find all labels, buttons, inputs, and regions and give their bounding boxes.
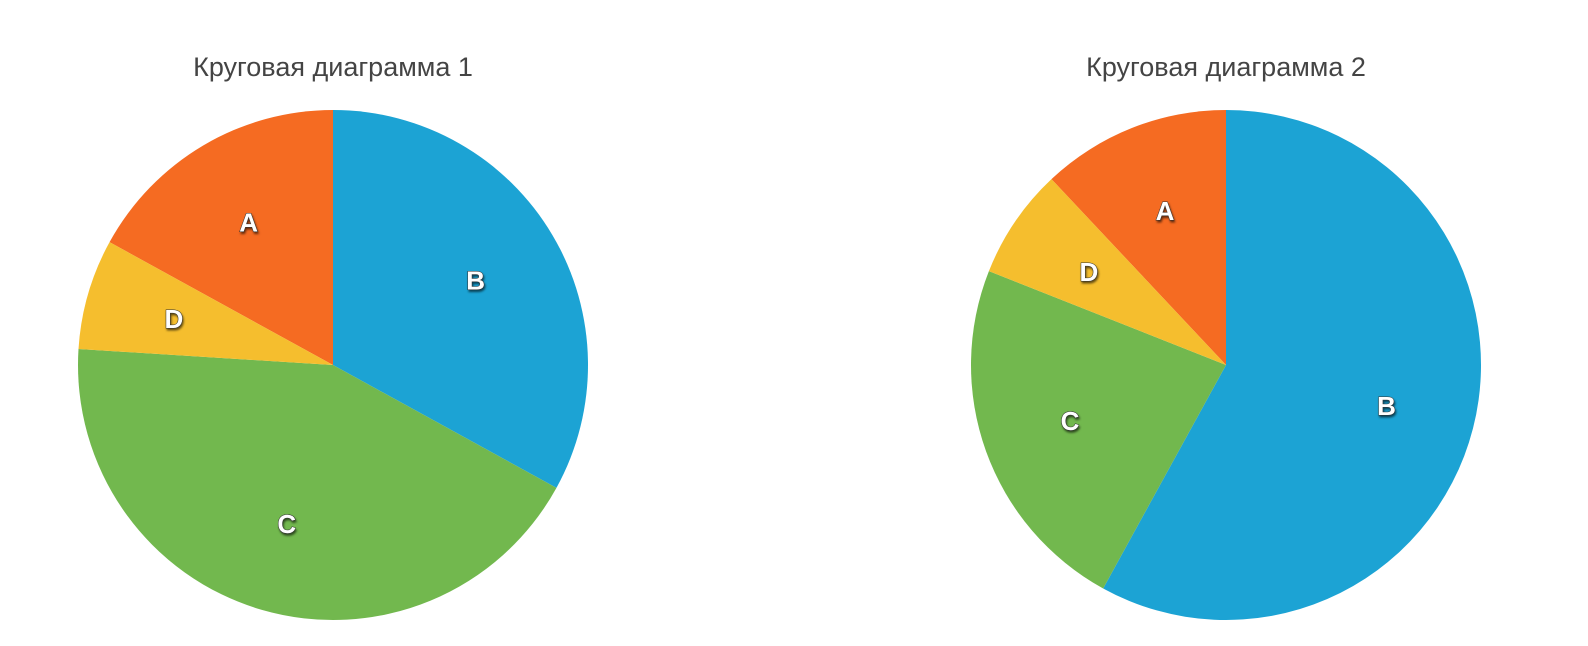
pie-slice bbox=[1103, 110, 1482, 620]
slice-label: C bbox=[1061, 406, 1080, 436]
slice-label: D bbox=[1080, 257, 1099, 287]
pie-slice bbox=[109, 110, 333, 365]
slice-label: B bbox=[1377, 391, 1396, 421]
chart-title: Круговая диаграмма 2 bbox=[1086, 52, 1366, 82]
slice-label: A bbox=[239, 207, 258, 237]
pie-slice bbox=[77, 348, 557, 621]
slice-label: B bbox=[466, 266, 485, 296]
pie-slice bbox=[1051, 110, 1226, 365]
pie-slice bbox=[78, 242, 334, 365]
slice-label: D bbox=[164, 304, 183, 334]
pie-slice bbox=[971, 271, 1226, 589]
slice-label: A bbox=[1156, 196, 1175, 226]
pie-slice bbox=[988, 179, 1226, 365]
pie-slice bbox=[333, 110, 589, 488]
chart-title: Круговая диаграмма 1 bbox=[193, 52, 473, 82]
slice-label: C bbox=[277, 509, 296, 539]
